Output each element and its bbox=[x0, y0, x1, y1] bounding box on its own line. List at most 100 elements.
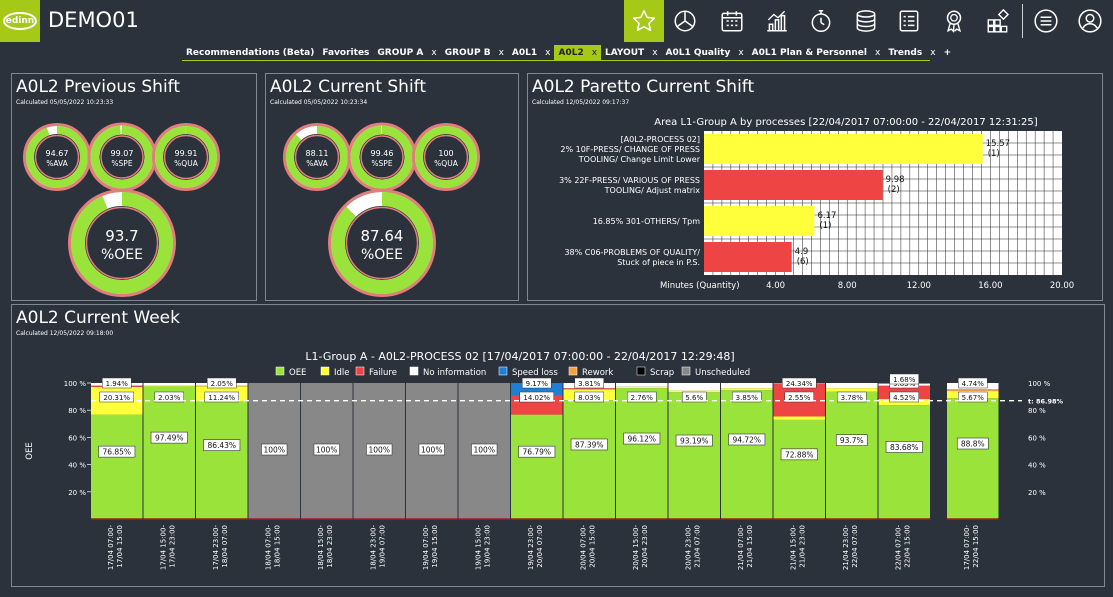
target-label: t: 86.98% bbox=[1028, 398, 1064, 406]
week-bar[interactable]: 76.85% 20.31% 1.94% bbox=[91, 377, 143, 520]
gauge-label: %OEE bbox=[101, 247, 143, 263]
bar-segment-label-box bbox=[574, 377, 604, 389]
tab-favorites[interactable]: Favorites bbox=[318, 45, 373, 61]
gauge-label: %OEE bbox=[361, 247, 403, 263]
paretto-bar-quantity: (6) bbox=[797, 257, 809, 267]
bar-value-box bbox=[518, 445, 556, 458]
logo-mark: edinn bbox=[3, 12, 37, 30]
paretto-bar-quantity: (2) bbox=[888, 185, 900, 195]
bar-segment-label-box bbox=[784, 391, 814, 403]
grid-icon[interactable] bbox=[978, 0, 1018, 42]
tab-close-icon[interactable]: x bbox=[591, 48, 598, 58]
week-x-tick: 18/04 15:00 bbox=[273, 525, 281, 568]
bar-segment-label-box bbox=[99, 391, 134, 403]
bar-value-box bbox=[150, 431, 188, 444]
tab-group-a[interactable]: GROUP A x bbox=[373, 45, 440, 61]
stopwatch-icon[interactable] bbox=[801, 0, 841, 42]
week-bar[interactable]: 93.19% 5.6% bbox=[668, 383, 721, 520]
week-bar[interactable]: 100% bbox=[248, 383, 301, 520]
paretto-bar bbox=[704, 206, 815, 236]
week-bar[interactable]: 100% bbox=[458, 383, 511, 520]
gauge-value-arc bbox=[90, 125, 154, 189]
week-x-tick: 19/04 23:00- bbox=[527, 525, 535, 571]
bar-segment-label: 2.05% bbox=[211, 380, 234, 388]
logo[interactable]: edinn bbox=[0, 0, 40, 42]
week-bar[interactable]: 100% bbox=[301, 383, 353, 520]
week-x-tick: 21/04 23:00 bbox=[798, 525, 806, 568]
week-bar[interactable]: 100% bbox=[353, 383, 406, 520]
tab-a0l1-plan-personnel[interactable]: A0L1 Plan & Personnel x bbox=[748, 45, 885, 61]
legend-item[interactable]: Unscheduled bbox=[681, 366, 750, 378]
bar-segment-oee bbox=[668, 392, 720, 519]
award-icon[interactable] bbox=[934, 0, 974, 42]
bar-segment-label: 5.67% bbox=[962, 394, 985, 402]
legend-item[interactable]: No information bbox=[409, 366, 486, 378]
database-icon[interactable] bbox=[846, 0, 886, 42]
week-y-tick: 100 % bbox=[64, 380, 87, 388]
gauge-label: %AVA bbox=[306, 159, 328, 168]
tab-close-icon[interactable]: x bbox=[875, 48, 881, 58]
tab-group-b[interactable]: GROUP B x bbox=[441, 45, 508, 61]
week-y-tick: 40 % bbox=[68, 462, 86, 470]
bar-value-box bbox=[780, 448, 818, 461]
gauge-qua: 100%QUA bbox=[412, 123, 480, 191]
favorites-star-icon[interactable] bbox=[624, 0, 664, 42]
bar-segment-oee bbox=[773, 419, 825, 519]
legend-item[interactable]: Speed loss bbox=[498, 366, 558, 378]
bar-segment-label-box bbox=[889, 373, 919, 385]
tab-close-icon[interactable]: x bbox=[652, 48, 658, 58]
week-bar[interactable]: 83.68%4.52%9.85%1.68% bbox=[878, 373, 931, 520]
bar-segment-label-box bbox=[837, 391, 867, 403]
paretto-bar bbox=[704, 242, 792, 272]
week-bar[interactable]: 86.43% 11.24% 2.05% bbox=[196, 377, 248, 520]
week-bar[interactable]: 88.8% 5.67% 4.74% bbox=[947, 377, 999, 520]
tab-layout[interactable]: LAYOUT x bbox=[601, 45, 661, 61]
tab-close-icon[interactable]: x bbox=[498, 48, 504, 58]
legend-item[interactable]: OEE bbox=[275, 366, 306, 378]
paretto-bar bbox=[704, 134, 983, 164]
week-bar[interactable]: 87.39% 8.03% 3.81% bbox=[563, 377, 616, 520]
bar-value-label: 76.79% bbox=[522, 448, 551, 457]
bar-value-box bbox=[623, 432, 661, 445]
week-bar[interactable]: 97.49% 2.03% bbox=[143, 383, 196, 520]
pie-chart-icon[interactable] bbox=[665, 0, 705, 42]
legend-item[interactable]: Scrap bbox=[636, 366, 674, 378]
legend-item[interactable]: Idle bbox=[320, 366, 350, 378]
week-bar[interactable]: 93.7% 3.78% bbox=[826, 383, 878, 520]
bar-segment-failure bbox=[947, 389, 999, 391]
week-bar[interactable]: 72.88% 2.55% 24.34% bbox=[773, 377, 826, 520]
tab-close-icon[interactable]: x bbox=[545, 48, 551, 58]
paretto-chart-title: Area L1-Group A by processes [22/04/2017… bbox=[654, 117, 1037, 128]
tab-recommendations-beta[interactable]: Recommendations (Beta) bbox=[182, 45, 318, 61]
legend-item[interactable]: Rework bbox=[568, 366, 613, 378]
tab-close-icon[interactable]: x bbox=[431, 48, 437, 58]
week-bar[interactable]: 96.12% 2.76% bbox=[616, 383, 668, 520]
bar-segment-oee bbox=[91, 414, 143, 519]
week-x-tick: 19/04 15:00- bbox=[474, 525, 482, 571]
paretto-x-tick: 8.00 bbox=[838, 281, 857, 291]
user-icon[interactable] bbox=[1070, 0, 1110, 42]
menu-icon[interactable] bbox=[1026, 0, 1066, 42]
add-tab-button[interactable]: + bbox=[943, 48, 952, 58]
calendar-icon[interactable] bbox=[712, 0, 752, 42]
week-x-tick: 18/04 15:00- bbox=[317, 525, 325, 571]
tab-a0l2[interactable]: A0L2 x bbox=[554, 45, 602, 61]
week-right-y-tick: 80 % bbox=[1028, 407, 1046, 415]
week-bar[interactable]: 94.72% 3.85% bbox=[721, 383, 773, 520]
tab-label: LAYOUT bbox=[605, 48, 645, 58]
week-x-tick: 22/04 07:00- bbox=[894, 525, 902, 571]
tab-a0l1[interactable]: A0L1 x bbox=[508, 45, 555, 61]
week-x-tick: 20/04 07:00 bbox=[536, 525, 544, 568]
week-bar[interactable]: 100% bbox=[406, 383, 458, 520]
legend-item[interactable]: Failure bbox=[355, 366, 397, 378]
legend-label: Unscheduled bbox=[695, 368, 750, 378]
tab-trends[interactable]: Trends x bbox=[884, 45, 939, 61]
tab-close-icon[interactable]: x bbox=[738, 48, 744, 58]
bar-segment-oee bbox=[143, 386, 195, 519]
bar-chart-icon[interactable] bbox=[757, 0, 797, 42]
tab-close-icon[interactable]: x bbox=[930, 48, 936, 58]
checklist-icon[interactable] bbox=[889, 0, 929, 42]
week-bar[interactable]: 76.79% 14.02% 9.17% bbox=[511, 377, 563, 520]
tab-a0l1-quality[interactable]: A0L1 Quality x bbox=[662, 45, 748, 61]
